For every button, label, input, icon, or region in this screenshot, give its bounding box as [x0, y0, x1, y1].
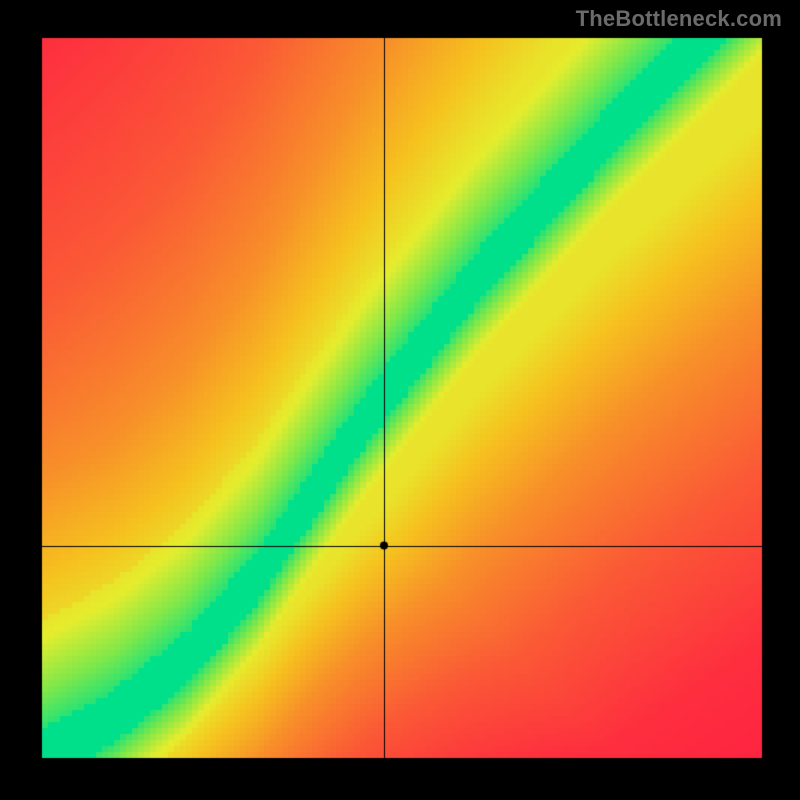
watermark-text: TheBottleneck.com: [576, 6, 782, 32]
bottleneck-heatmap: [0, 0, 800, 800]
